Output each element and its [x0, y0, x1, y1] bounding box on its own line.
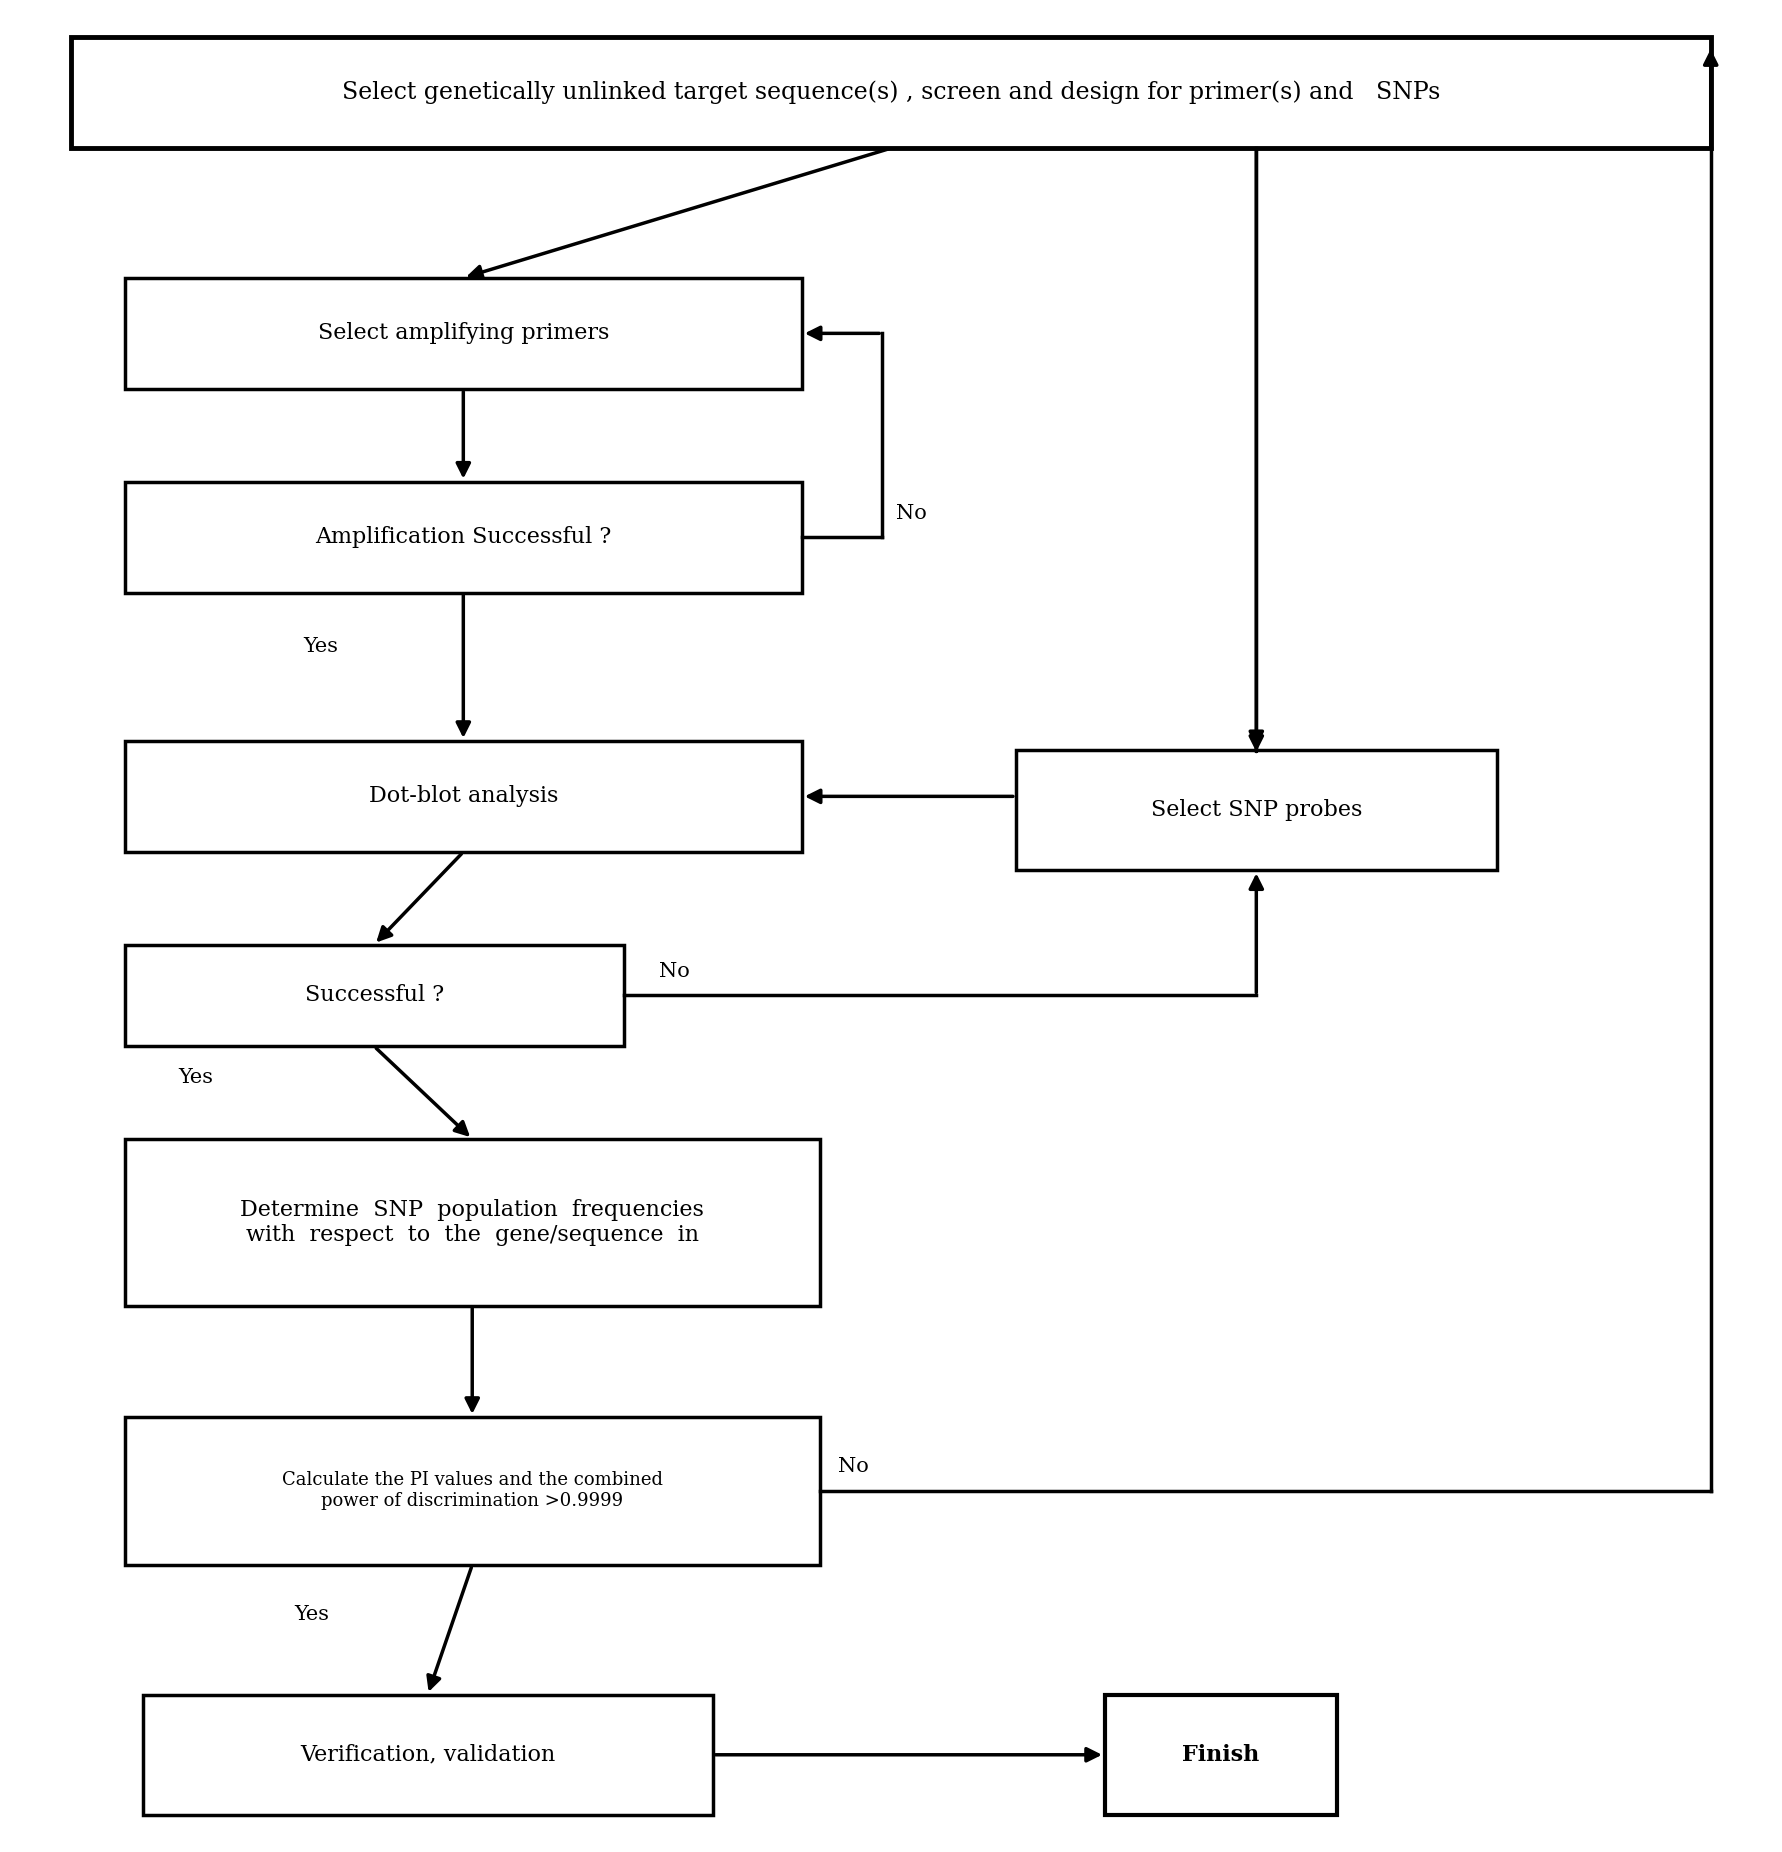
Text: Yes: Yes: [294, 1606, 330, 1624]
Text: Yes: Yes: [303, 637, 339, 656]
FancyBboxPatch shape: [71, 37, 1711, 148]
FancyBboxPatch shape: [1105, 1695, 1336, 1815]
Text: Select SNP probes: Select SNP probes: [1151, 800, 1361, 820]
Text: Determine  SNP  population  frequencies
with  respect  to  the  gene/sequence  i: Determine SNP population frequencies wit…: [241, 1198, 704, 1246]
FancyBboxPatch shape: [125, 278, 802, 389]
Text: Yes: Yes: [178, 1069, 214, 1087]
Text: No: No: [838, 1458, 868, 1476]
Text: Calculate the PI values and the combined
power of discrimination >0.9999: Calculate the PI values and the combined…: [282, 1472, 663, 1509]
FancyBboxPatch shape: [125, 1139, 820, 1306]
Text: Select genetically unlinked target sequence(s) , screen and design for primer(s): Select genetically unlinked target seque…: [342, 81, 1440, 104]
FancyBboxPatch shape: [125, 945, 624, 1046]
Text: No: No: [659, 961, 690, 982]
Text: No: No: [896, 504, 927, 522]
FancyBboxPatch shape: [125, 482, 802, 593]
Text: Successful ?: Successful ?: [305, 985, 444, 1006]
FancyBboxPatch shape: [125, 1417, 820, 1565]
FancyBboxPatch shape: [1016, 750, 1497, 870]
Text: Select amplifying primers: Select amplifying primers: [317, 322, 609, 344]
FancyBboxPatch shape: [143, 1695, 713, 1815]
Text: Finish: Finish: [1181, 1745, 1260, 1765]
Text: Dot-blot analysis: Dot-blot analysis: [369, 785, 558, 807]
FancyBboxPatch shape: [125, 741, 802, 852]
Text: Amplification Successful ?: Amplification Successful ?: [315, 526, 611, 548]
Text: Verification, validation: Verification, validation: [299, 1745, 556, 1765]
